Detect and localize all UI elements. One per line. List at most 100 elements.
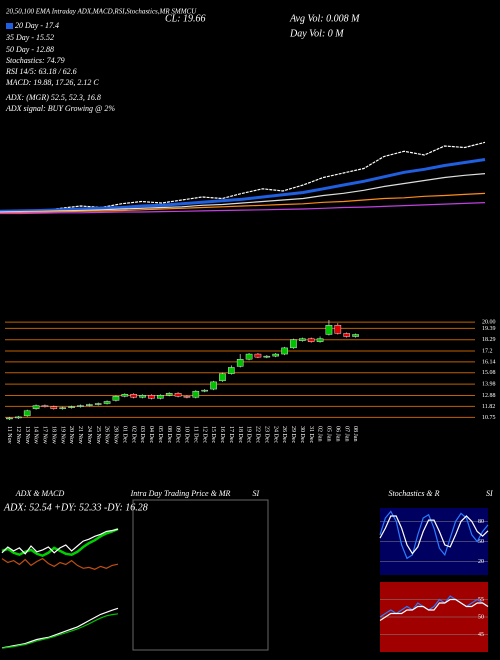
candle-body <box>299 338 306 341</box>
candle-body <box>148 395 155 399</box>
series-line <box>1 528 119 555</box>
series-line <box>379 598 489 622</box>
x-tick-label: 06 Jan <box>334 426 340 442</box>
x-tick-label: 04 Dec <box>148 426 154 443</box>
ema35-label: 35 Day - 15.52 <box>5 33 54 42</box>
y-tick-label: 80 <box>478 519 484 525</box>
candle-body <box>343 333 350 337</box>
x-tick-label: 22 Dec <box>255 426 261 443</box>
x-tick-label: 28 Nov <box>113 426 119 444</box>
candle-body <box>201 389 208 392</box>
macd-label: MACD: 19.88, 17.26, 2.12 C <box>5 78 99 87</box>
panel-subtitle: SI <box>253 489 260 498</box>
candle-body <box>192 390 200 398</box>
series-line <box>0 202 486 215</box>
candle-body <box>254 353 262 358</box>
y-tick-label: 13.98 <box>482 382 496 388</box>
candle-body <box>263 355 271 358</box>
candle-body <box>228 367 235 374</box>
rsi-label: RSI 14/5: 63.18 / 62.6 <box>5 67 77 76</box>
candle-body <box>15 416 22 419</box>
candle-body <box>59 407 66 409</box>
x-tick-label: 14 Nov <box>33 426 39 444</box>
candle-body <box>165 393 173 396</box>
stochastics-label: Stochastics: 74.79 <box>6 56 65 65</box>
y-tick-label: 11.82 <box>482 404 495 410</box>
candle-body <box>68 406 75 408</box>
x-tick-label: 16 Dec <box>219 426 225 443</box>
y-tick-label: 12.88 <box>482 393 496 399</box>
y-tick-label: 15.08 <box>482 370 496 376</box>
avg-vol-label: Avg Vol: 0.008 M <box>289 13 360 24</box>
candle-body <box>272 353 279 357</box>
candle-body <box>334 325 342 334</box>
candle-body <box>50 406 58 409</box>
candle-body <box>210 381 217 390</box>
adx-label: ADX: (MGR) 52.5, 52.3, 16.8 <box>5 93 101 102</box>
x-tick-label: 18 Dec <box>237 426 243 443</box>
ema20-label: 20 Day - 17.4 <box>15 21 59 30</box>
x-tick-label: 17 Nov <box>42 426 48 444</box>
series-line <box>1 557 119 570</box>
x-tick-label: 25 Nov <box>95 426 101 444</box>
series-line <box>0 158 486 213</box>
day-vol-label: Day Vol: 0 M <box>289 28 344 39</box>
panel-frame <box>132 499 269 651</box>
x-tick-label: 19 Dec <box>246 426 252 443</box>
candle-body <box>6 417 13 420</box>
x-tick-label: 11 Dec <box>192 426 198 443</box>
x-tick-label: 19 Nov <box>59 426 65 444</box>
x-tick-label: 05 Jan <box>326 426 332 442</box>
y-tick-label: 50 <box>478 539 484 545</box>
panel-title: Intra Day Trading Price & MR <box>130 489 231 498</box>
close-label: CL: 19.66 <box>165 13 206 24</box>
x-tick-label: 18 Nov <box>50 426 56 444</box>
candle-body <box>307 338 315 342</box>
candle-body <box>23 410 31 417</box>
candle-body <box>290 339 297 349</box>
x-tick-label: 17 Dec <box>228 426 234 443</box>
y-tick-label: 20.00 <box>482 319 496 325</box>
x-tick-label: 01 Dec <box>121 426 127 443</box>
candle-body <box>245 353 253 360</box>
candle-body <box>130 394 137 398</box>
x-tick-label: 30 Dec <box>299 426 305 443</box>
x-tick-label: 21 Nov <box>77 426 83 444</box>
series-line <box>1 607 119 649</box>
series-line <box>0 141 486 213</box>
ema50-label: 50 Day - 12.88 <box>6 45 54 54</box>
candle-body <box>77 405 84 407</box>
panel-subtitle: SI <box>486 489 493 498</box>
candle-body <box>103 401 111 404</box>
x-tick-label: 05 Dec <box>157 426 163 443</box>
candle-body <box>352 334 359 337</box>
y-tick-label: 18.29 <box>482 337 496 343</box>
x-tick-label: 23 Dec <box>263 426 269 443</box>
candle-body <box>219 373 226 382</box>
y-tick-label: 16.14 <box>482 359 496 365</box>
y-tick-label: 45 <box>478 632 484 638</box>
x-tick-label: 12 Nov <box>15 426 21 444</box>
candle-body <box>41 405 49 407</box>
panel-title: ADX & MACD <box>15 489 65 498</box>
candle-body <box>86 404 93 406</box>
series-line <box>1 613 119 649</box>
adx-signal-label: ADX signal: BUY Growing @ 2% <box>5 104 115 113</box>
candle-body <box>94 403 102 405</box>
series-line <box>0 192 486 214</box>
y-tick-label: 50 <box>478 614 484 620</box>
candle-body <box>183 396 191 398</box>
candle-body <box>236 359 244 367</box>
candle-body <box>112 396 120 401</box>
legend-swatch <box>6 23 13 29</box>
x-tick-label: 03 Dec <box>139 426 145 443</box>
x-tick-label: 02 Dec <box>130 426 136 443</box>
panel-title: Stochastics & R <box>388 489 439 498</box>
candle-body <box>157 395 164 399</box>
x-tick-label: 31 Dec <box>308 426 314 443</box>
series-line <box>379 515 489 555</box>
x-tick-label: 24 Nov <box>86 426 92 444</box>
x-tick-label: 09 Dec <box>175 426 181 443</box>
candle-body <box>139 395 146 398</box>
